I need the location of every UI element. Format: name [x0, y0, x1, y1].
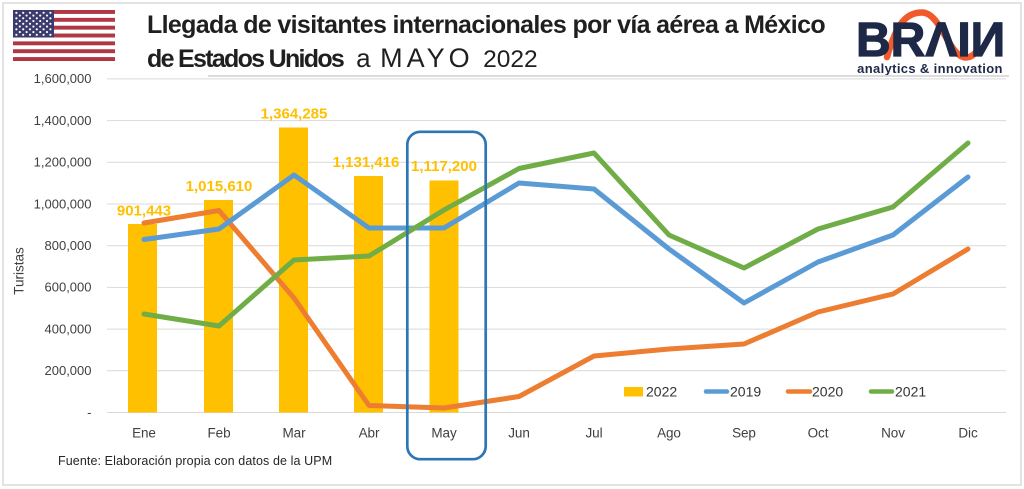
svg-text:Ago: Ago: [657, 426, 681, 441]
svg-text:Nov: Nov: [881, 426, 905, 441]
svg-text:2020: 2020: [812, 384, 843, 400]
svg-text:2019: 2019: [730, 384, 761, 400]
svg-text:BRΛIИ: BRΛIИ: [856, 14, 1005, 67]
svg-text:Mar: Mar: [283, 426, 307, 441]
svg-text:Turistas: Turistas: [12, 247, 27, 295]
svg-text:Sep: Sep: [732, 426, 756, 441]
svg-text:1,000,000: 1,000,000: [34, 196, 92, 211]
svg-text:1,117,200: 1,117,200: [411, 158, 477, 175]
svg-text:1,015,610: 1,015,610: [186, 178, 253, 195]
svg-text:200,000: 200,000: [45, 363, 92, 378]
svg-text:Feb: Feb: [208, 426, 231, 441]
svg-text:600,000: 600,000: [45, 280, 92, 295]
svg-text:1,131,416: 1,131,416: [333, 154, 400, 171]
svg-text:800,000: 800,000: [45, 238, 92, 253]
svg-text:Oct: Oct: [808, 426, 829, 441]
svg-text:Dic: Dic: [958, 426, 978, 441]
svg-text:1,200,000: 1,200,000: [34, 155, 92, 170]
svg-text:1,400,000: 1,400,000: [34, 113, 92, 128]
svg-text:1,364,285: 1,364,285: [261, 106, 328, 123]
svg-text:901,443: 901,443: [117, 203, 171, 220]
svg-text:Jul: Jul: [586, 426, 603, 441]
svg-text:400,000: 400,000: [45, 321, 92, 336]
svg-text:May: May: [431, 426, 457, 441]
svg-text:2022: 2022: [646, 384, 677, 400]
svg-text:-: -: [87, 405, 91, 420]
svg-text:1,600,000: 1,600,000: [34, 71, 92, 86]
svg-text:Abr: Abr: [359, 426, 380, 441]
svg-text:2021: 2021: [895, 384, 926, 400]
svg-text:Jun: Jun: [508, 426, 529, 441]
svg-text:Ene: Ene: [132, 426, 156, 441]
